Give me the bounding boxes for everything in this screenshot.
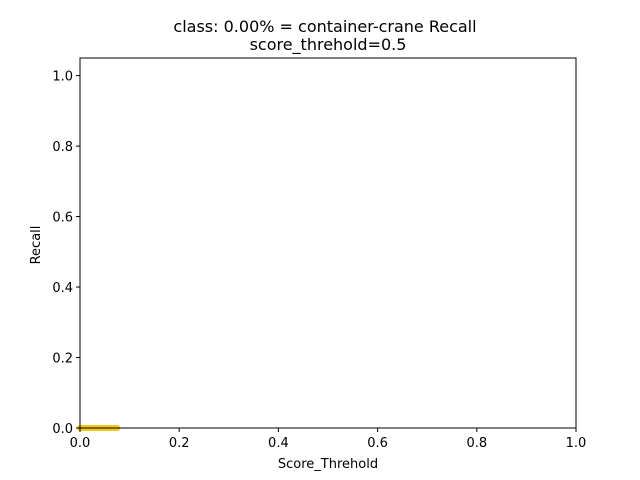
plot-frame: [79, 57, 577, 429]
y-tick-label: 0.0: [52, 422, 73, 437]
x-tick-label: 1.0: [566, 436, 587, 451]
y-tick-label: 0.4: [52, 281, 73, 296]
y-axis-label: Recall: [29, 226, 44, 265]
y-tick-label: 0.6: [52, 211, 73, 226]
x-axis-label: Score_Threhold: [278, 457, 378, 472]
y-tick-label: 0.2: [52, 352, 73, 367]
x-tick-label: 0.6: [367, 436, 388, 451]
y-axis-ticks: 0.0 0.2 0.4 0.6 0.8 1.0: [52, 70, 80, 437]
chart-title: class: 0.00% = container-crane Recall: [173, 17, 476, 36]
plot-area: [80, 58, 576, 428]
x-tick-label: 0.2: [169, 436, 190, 451]
chart-subtitle: score_threhold=0.5: [250, 35, 407, 55]
y-tick-label: 0.8: [52, 140, 73, 155]
x-tick-label: 0.0: [70, 436, 91, 451]
x-tick-label: 0.4: [268, 436, 289, 451]
y-tick-label: 1.0: [52, 70, 73, 85]
x-axis-ticks: 0.0 0.2 0.4 0.6 0.8 1.0: [70, 428, 587, 451]
x-tick-label: 0.8: [466, 436, 487, 451]
